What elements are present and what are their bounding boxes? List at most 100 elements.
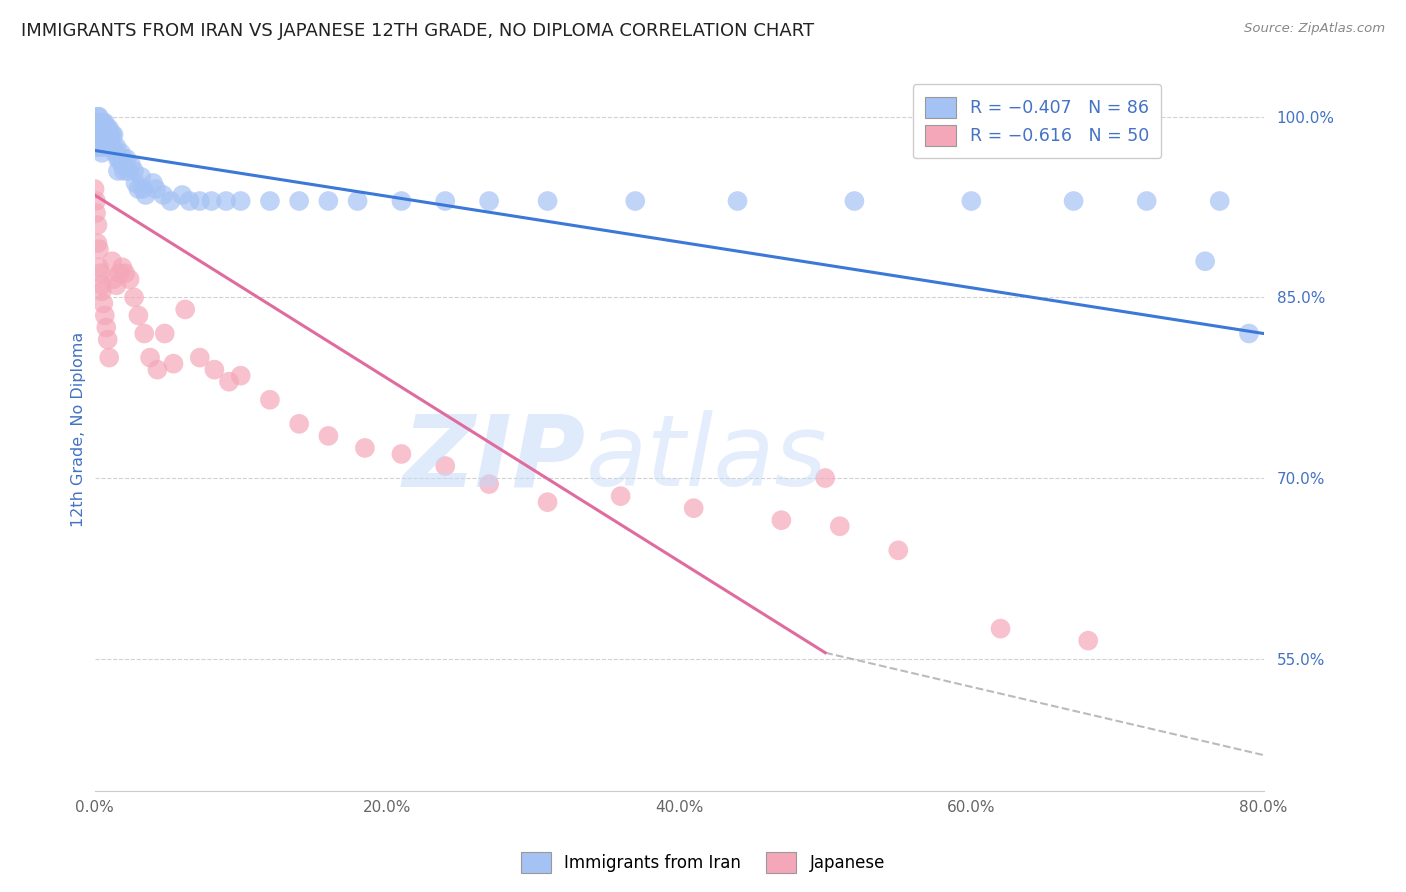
Point [179, 194, 201, 208]
Point [98, 128, 121, 142]
Point [122, 164, 145, 178]
Point [89, 140, 111, 154]
Point [536, 495, 558, 509]
Point [91, 296, 114, 310]
Point [111, 260, 134, 275]
Point [94, 309, 117, 323]
Point [90, 278, 112, 293]
Point [96, 320, 118, 334]
Point [112, 152, 135, 166]
Point [105, 140, 128, 154]
Point [354, 441, 377, 455]
Point [112, 164, 135, 178]
Point [97, 128, 120, 142]
Point [259, 194, 281, 208]
Y-axis label: 12th Grade, No Diploma: 12th Grade, No Diploma [72, 332, 86, 527]
Point [110, 145, 132, 160]
Point [115, 152, 138, 166]
Point [609, 489, 631, 503]
Point [90, 285, 112, 299]
Point [127, 182, 149, 196]
Point [828, 519, 851, 533]
Point [434, 194, 457, 208]
Point [288, 194, 311, 208]
Point [91, 128, 114, 142]
Point [96, 128, 118, 142]
Point [536, 194, 558, 208]
Point [84, 206, 107, 220]
Point [101, 254, 124, 268]
Point [990, 622, 1012, 636]
Point [107, 164, 129, 178]
Point [84, 194, 107, 208]
Legend: Immigrants from Iran, Japanese: Immigrants from Iran, Japanese [515, 846, 891, 880]
Point [96, 140, 118, 154]
Point [132, 182, 155, 196]
Point [89, 128, 111, 142]
Point [89, 116, 111, 130]
Point [107, 152, 129, 166]
Point [89, 121, 111, 136]
Text: IMMIGRANTS FROM IRAN VS JAPANESE 12TH GRADE, NO DIPLOMA CORRELATION CHART: IMMIGRANTS FROM IRAN VS JAPANESE 12TH GR… [21, 22, 814, 40]
Point [98, 140, 121, 154]
Point [624, 194, 647, 208]
Point [87, 116, 110, 130]
Point [87, 140, 110, 154]
Point [91, 116, 114, 130]
Point [98, 121, 121, 136]
Point [108, 266, 131, 280]
Point [117, 164, 139, 178]
Point [108, 152, 131, 166]
Point [478, 477, 501, 491]
Point [127, 309, 149, 323]
Point [120, 158, 142, 172]
Point [94, 128, 117, 142]
Point [87, 110, 110, 124]
Point [152, 188, 174, 202]
Point [391, 447, 413, 461]
Point [114, 266, 136, 280]
Point [90, 116, 112, 130]
Point [478, 194, 501, 208]
Point [111, 158, 134, 172]
Point [188, 194, 211, 208]
Point [229, 194, 252, 208]
Point [727, 194, 749, 208]
Point [202, 362, 225, 376]
Point [1209, 194, 1232, 208]
Text: atlas: atlas [585, 410, 827, 508]
Point [86, 140, 108, 154]
Point [288, 417, 311, 431]
Point [90, 145, 112, 160]
Point [218, 375, 240, 389]
Point [318, 194, 340, 208]
Point [434, 458, 457, 473]
Point [318, 429, 340, 443]
Point [84, 116, 107, 130]
Point [89, 266, 111, 280]
Point [87, 134, 110, 148]
Point [142, 176, 165, 190]
Point [1237, 326, 1260, 341]
Point [97, 333, 120, 347]
Legend: R = −0.407   N = 86, R = −0.616   N = 50: R = −0.407 N = 86, R = −0.616 N = 50 [912, 85, 1161, 158]
Point [122, 290, 145, 304]
Point [146, 362, 169, 376]
Point [346, 194, 368, 208]
Point [131, 169, 153, 184]
Point [96, 121, 118, 136]
Point [100, 140, 122, 154]
Point [682, 501, 704, 516]
Point [98, 351, 121, 365]
Point [94, 121, 117, 136]
Point [391, 194, 413, 208]
Point [97, 121, 120, 136]
Point [124, 176, 146, 190]
Point [91, 140, 114, 154]
Point [104, 145, 127, 160]
Point [259, 392, 281, 407]
Point [145, 182, 167, 196]
Point [887, 543, 910, 558]
Point [134, 326, 156, 341]
Point [86, 218, 108, 232]
